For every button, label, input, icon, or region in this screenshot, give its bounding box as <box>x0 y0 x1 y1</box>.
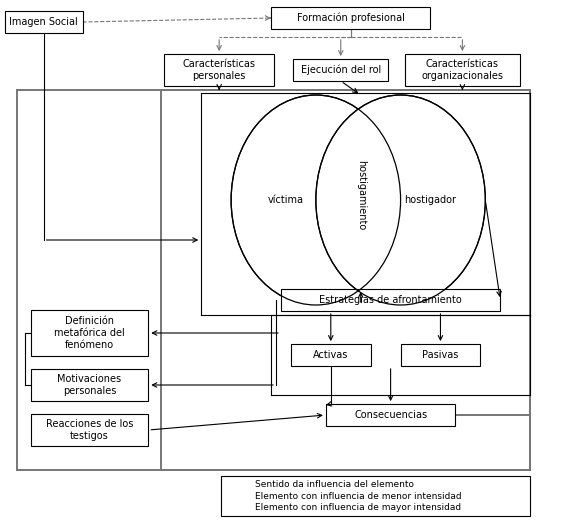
Bar <box>400 344 480 366</box>
Text: víctima: víctima <box>268 195 304 205</box>
Bar <box>31 369 149 401</box>
Ellipse shape <box>231 95 400 305</box>
Text: Elemento con influencia de menor intensidad: Elemento con influencia de menor intensi… <box>255 491 461 501</box>
Text: Reacciones de los
testigos: Reacciones de los testigos <box>46 419 133 441</box>
Ellipse shape <box>316 95 485 305</box>
Bar <box>405 54 519 86</box>
Text: Características
personales: Características personales <box>183 59 256 81</box>
Text: Características
organizacionales: Características organizacionales <box>421 59 504 81</box>
Text: Imagen Social: Imagen Social <box>9 17 78 27</box>
Bar <box>291 344 370 366</box>
Text: Formación profesional: Formación profesional <box>297 13 404 23</box>
Bar <box>294 59 388 81</box>
Text: Motivaciones
personales: Motivaciones personales <box>58 374 122 396</box>
Text: Ejecución del rol: Ejecución del rol <box>301 65 381 75</box>
Text: Pasivas: Pasivas <box>422 350 458 360</box>
Text: Definición
metafórica del
fenómeno: Definición metafórica del fenómeno <box>54 316 125 350</box>
Text: Estrategias de afrontamiento: Estrategias de afrontamiento <box>319 295 462 305</box>
Bar <box>164 54 274 86</box>
Bar <box>221 476 530 516</box>
Bar <box>281 289 500 311</box>
Text: hostigamiento: hostigamiento <box>356 160 366 230</box>
Text: hostigador: hostigador <box>404 195 457 205</box>
Text: Consecuencias: Consecuencias <box>354 410 427 420</box>
Text: Elemento con influencia de mayor intensidad: Elemento con influencia de mayor intensi… <box>255 503 461 513</box>
Bar <box>31 414 149 446</box>
Bar <box>271 7 430 29</box>
Text: Sentido da influencia del elemento: Sentido da influencia del elemento <box>255 479 414 488</box>
Bar <box>31 310 149 356</box>
Bar <box>5 11 83 33</box>
Text: Activas: Activas <box>313 350 349 360</box>
Bar <box>326 404 456 426</box>
